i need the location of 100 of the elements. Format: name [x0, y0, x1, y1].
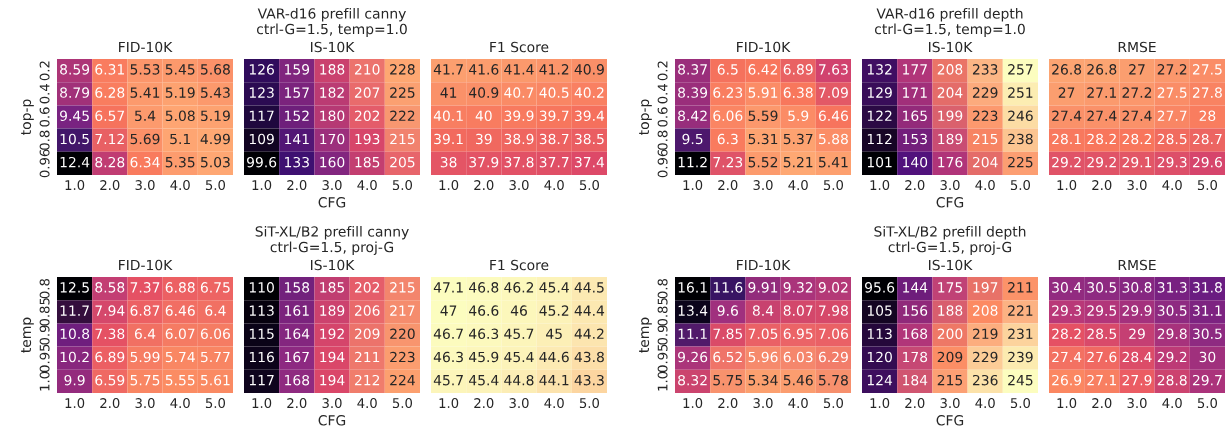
data-label: 6.46	[165, 305, 195, 316]
data-label: 212	[354, 374, 380, 386]
data-label: 177	[903, 64, 927, 75]
data-label: 208	[937, 64, 963, 75]
data-label: 6.87	[130, 305, 160, 316]
data-label: 5.69	[130, 133, 160, 145]
data-label: 45.4	[504, 351, 534, 363]
data-label: 144	[903, 282, 928, 293]
x-tick-label: 4.0	[170, 398, 190, 409]
data-label: 95.6	[865, 282, 895, 293]
data-label: 239	[1008, 351, 1033, 363]
data-label: 6.07	[165, 328, 195, 340]
data-label: 10.5	[60, 133, 89, 145]
data-label: 180	[320, 110, 345, 122]
x-tick-label: 1.0	[683, 398, 703, 409]
y-tick-label: 0.95	[657, 344, 668, 373]
data-label: 6.42	[748, 64, 778, 75]
y-tick-label: 1.0	[657, 371, 668, 391]
x-tick-label: 5.0	[579, 398, 600, 409]
y-tick-label: 0.9	[39, 325, 50, 345]
x-tick-label: 5.0	[579, 180, 600, 191]
data-label: 109	[249, 133, 274, 145]
x-tick-label: 2.0	[100, 398, 120, 409]
data-label: 4.99	[200, 133, 230, 145]
data-label: 5.75	[713, 375, 743, 386]
data-label: 206	[354, 305, 380, 316]
data-label: 27.2	[1122, 87, 1152, 98]
data-label: 31.8	[1193, 282, 1222, 293]
data-label: 7.94	[95, 305, 125, 316]
chart-title: IS-10K	[311, 259, 355, 271]
data-label: 211	[1008, 282, 1033, 293]
x-tick-label: 5.0	[1010, 398, 1031, 409]
data-label: 29.2	[1087, 156, 1116, 168]
data-label: 189	[320, 305, 345, 316]
data-label: 6.52	[713, 351, 742, 363]
data-label: 141	[285, 133, 309, 145]
data-label: 194	[320, 374, 345, 386]
data-label: 29.3	[1157, 156, 1187, 168]
data-label: 44.2	[574, 328, 604, 339]
x-tick-label: 4.0	[788, 180, 808, 191]
x-tick-label: 1.0	[252, 180, 272, 191]
x-tick-label: 1.0	[870, 398, 890, 409]
data-label: 225	[1008, 156, 1033, 168]
data-label: 132	[867, 64, 892, 75]
data-label: 5.91	[748, 87, 778, 98]
data-label: 211	[354, 351, 380, 363]
data-label: 26.8	[1087, 64, 1117, 75]
data-label: 246	[1008, 110, 1033, 122]
data-label: 29.3	[1052, 305, 1081, 316]
data-label: 176	[938, 156, 963, 168]
data-label: 27.4	[1052, 110, 1082, 121]
data-label: 5.34	[748, 374, 778, 386]
data-label: 37.4	[575, 156, 605, 168]
x-tick-label: 4.0	[975, 180, 995, 191]
y-axis-title: temp	[639, 317, 652, 353]
x-tick-label: 1.0	[1057, 180, 1077, 191]
data-label: 171	[903, 87, 927, 98]
data-label: 5.99	[130, 351, 160, 363]
data-label: 45	[546, 328, 562, 340]
data-label: 27	[1058, 87, 1075, 98]
chart-subtitle: VAR-d16 prefill canny ctrl-G=1.5, temp=1.0	[256, 7, 407, 37]
data-label: 27.4	[1122, 110, 1152, 121]
data-label: 5.31	[748, 133, 778, 145]
data-label: 8.58	[95, 282, 125, 293]
data-label: 30.8	[1122, 282, 1152, 293]
data-label: 27.5	[1157, 87, 1187, 98]
data-label: 5.9	[788, 110, 809, 122]
data-label: 44.8	[504, 374, 534, 386]
chart-title: IS-10K	[929, 259, 973, 271]
data-label: 222	[390, 110, 415, 121]
data-label: 5.96	[748, 351, 778, 363]
y-tick-label: 0.96	[39, 149, 50, 178]
data-label: 39.7	[539, 110, 569, 122]
data-label: 16.1	[678, 282, 707, 293]
x-tick-label: 4.0	[357, 398, 377, 409]
x-tick-label: 5.0	[823, 398, 844, 409]
x-tick-label: 3.0	[753, 180, 773, 191]
x-tick-label: 5.0	[205, 180, 226, 191]
y-tick-label: 0.9	[657, 325, 668, 345]
data-label: 6.3	[717, 133, 738, 145]
data-label: 45.7	[504, 328, 534, 340]
data-label: 6.75	[200, 282, 230, 293]
data-label: 46	[510, 305, 527, 316]
data-label: 160	[320, 156, 345, 168]
data-label: 5.68	[201, 64, 230, 75]
x-tick-label: 4.0	[544, 398, 564, 409]
data-label: 219	[972, 328, 998, 340]
data-label: 202	[354, 110, 380, 122]
data-label: 44.4	[574, 305, 605, 316]
data-label: 205	[390, 156, 415, 168]
data-label: 37.7	[539, 156, 569, 168]
data-label: 7.37	[130, 282, 160, 293]
data-label: 217	[390, 305, 415, 316]
data-label: 231	[1008, 328, 1033, 340]
data-label: 28	[1199, 110, 1216, 122]
x-tick-label: 2.0	[287, 180, 307, 191]
data-label: 99.6	[247, 156, 277, 168]
data-label: 116	[249, 351, 274, 363]
data-label: 229	[972, 351, 998, 363]
data-label: 200	[937, 328, 963, 340]
